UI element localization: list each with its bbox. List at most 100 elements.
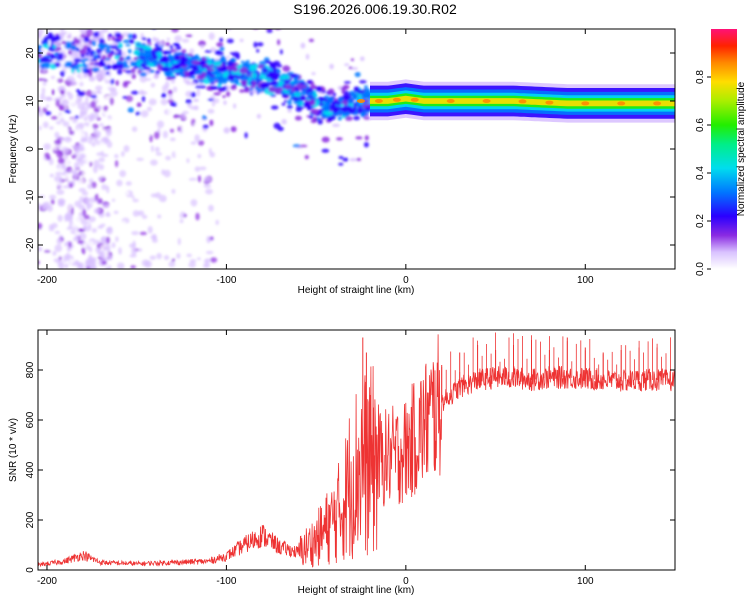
spectrogram-cell <box>54 131 60 139</box>
spectrogram-cell <box>44 201 51 210</box>
spectrogram-cell <box>71 65 80 70</box>
spectrogram-cell <box>160 98 168 106</box>
spectrogram-cell <box>65 66 71 75</box>
spectrogram-cell <box>123 81 132 84</box>
spectrogram-cell <box>153 75 159 79</box>
spectrogram-cell <box>64 205 72 212</box>
spectrogram-cell <box>167 89 173 95</box>
spectrogram-cell <box>222 95 226 99</box>
colorbar-axis: 0.0 0.2 0.4 0.6 0.8 <box>695 70 711 276</box>
spectrogram-cell <box>121 51 127 58</box>
spectrogram-cell <box>337 97 345 102</box>
spectrogram-cell <box>260 82 269 89</box>
spectrogram-cell <box>344 63 350 67</box>
colorbar-tick-label: 0.0 <box>695 262 706 276</box>
spectrogram-cell <box>273 81 279 86</box>
spectrogram-cell <box>45 111 52 116</box>
spectrogram-cell <box>114 160 119 168</box>
spectrogram-cell <box>61 245 67 252</box>
spectrogram-cell <box>149 255 156 260</box>
snr-plot: -200 -100 0 100 0 200 400 600 800 Height of str… <box>8 329 676 596</box>
spectrogram-cell <box>83 36 90 43</box>
spectrogram-cell <box>191 180 196 187</box>
spectrogram-cell <box>60 94 66 99</box>
spectrogram-cell <box>166 37 170 41</box>
spectrogram-cell <box>268 70 273 77</box>
spectrogram-cell <box>132 210 140 217</box>
spectrogram-cell <box>99 58 104 64</box>
spectrogram-cell <box>135 112 139 116</box>
spectrogram-ylabel: Frequency (Hz) <box>8 115 19 184</box>
spectrogram-cell <box>83 122 90 127</box>
spectrogram-cell <box>208 68 215 72</box>
spectrogram-cell <box>90 100 97 109</box>
spectrogram-cell <box>199 166 207 171</box>
spectrogram-cell <box>342 94 349 101</box>
spectrogram-cell <box>201 85 206 89</box>
spectrogram-cell <box>56 150 64 159</box>
spectrogram-cell <box>208 204 214 212</box>
spectrogram-cell <box>41 56 50 63</box>
spectrogram-cell <box>51 89 55 96</box>
spectrogram-cell <box>350 67 359 70</box>
spectrogram-marks <box>38 0 675 269</box>
spectrogram-peak <box>410 97 419 102</box>
spectrogram-cell <box>110 90 118 97</box>
spectrogram-cell <box>309 99 316 106</box>
spectrogram-cell <box>234 78 239 84</box>
spectrogram-cell <box>107 53 113 57</box>
spectrogram-cell <box>342 106 348 113</box>
spectrogram-cell <box>207 108 215 114</box>
spectrogram-cell <box>131 126 138 132</box>
spectrogram-cell <box>46 190 53 194</box>
spectrogram-cell <box>95 219 103 225</box>
spectrogram-cell <box>77 240 84 244</box>
spectrogram-cell <box>93 234 98 239</box>
spectrogram-cell <box>165 41 170 47</box>
spectrogram-cell <box>105 0 112 2</box>
spectrogram-cell <box>227 60 234 67</box>
spectrogram-cell <box>193 22 200 27</box>
spectrogram-cell <box>364 107 371 112</box>
spectrogram-cell <box>118 257 125 263</box>
spectrogram-cell <box>46 104 50 108</box>
spectrogram-cell <box>38 125 42 131</box>
spectrogram-cell <box>84 196 89 205</box>
spectrogram-cell <box>51 222 58 229</box>
spectrogram-cell <box>197 140 205 146</box>
spectrogram-cell <box>296 83 303 90</box>
spectrogram-cell <box>169 73 175 77</box>
spectrogram-cell <box>42 62 49 66</box>
spectrogram-cell <box>38 53 42 59</box>
spectrogram-cell <box>147 226 153 234</box>
spectrogram-cell <box>246 86 250 93</box>
spectrogram-cell <box>155 70 161 75</box>
spectrogram-cell <box>42 202 46 211</box>
spectrogram-cell <box>145 132 152 136</box>
spectrogram-cell <box>353 86 358 93</box>
spectrogram-cell <box>145 52 152 57</box>
spectrogram-cell <box>78 122 85 130</box>
spectrogram-cell <box>114 252 119 260</box>
spectrogram-cell <box>117 262 125 269</box>
spectrogram-cell <box>156 48 162 53</box>
spectrogram-cell <box>75 48 80 51</box>
spectrogram-cell <box>149 207 153 212</box>
spectrogram-cell <box>322 90 326 94</box>
spectrogram-cell <box>156 51 163 57</box>
spectrogram-cell <box>106 64 112 70</box>
spectrogram-cell <box>173 43 179 47</box>
spectrogram-cell <box>337 116 342 121</box>
spectrogram-cell <box>165 77 174 81</box>
y-tick-label: 20 <box>25 47 36 59</box>
spectrogram-cell <box>173 63 181 69</box>
spectrogram-cell <box>68 50 72 56</box>
spectrogram-cell <box>54 1 61 4</box>
spectrogram-cell <box>292 96 300 101</box>
spectrogram-peak <box>392 97 401 102</box>
spectrogram-cell <box>96 16 101 20</box>
spectrogram-cell <box>175 45 182 51</box>
spectrogram-cell <box>64 109 72 114</box>
spectrogram-y-axis: -20 -10 0 10 20 <box>25 47 675 252</box>
